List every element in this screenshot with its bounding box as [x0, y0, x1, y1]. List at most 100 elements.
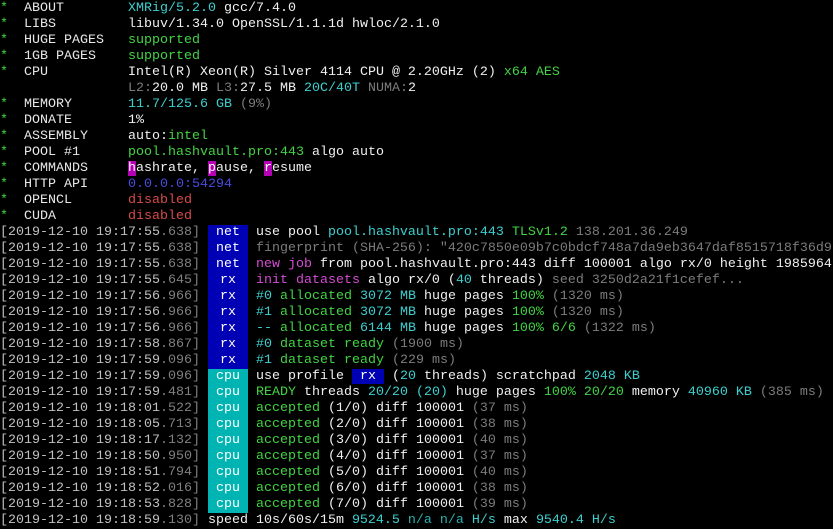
- header-label: POOL #1: [24, 145, 80, 160]
- log-timestamp-ms: .016]: [159, 481, 200, 496]
- log-message: (4/0) diff 100001: [319, 449, 464, 464]
- log-message: new job: [255, 257, 312, 272]
- log-message: accepted: [255, 481, 320, 496]
- header-value: XMRig/5.2.0: [128, 1, 216, 16]
- log-timestamp-ms: .522]: [159, 401, 200, 416]
- log-line: [2019-12-10 19:17:56.966] rx #0 allocated …: [0, 289, 833, 305]
- log-message: allocated: [271, 289, 360, 304]
- bullet-star-icon: *: [0, 177, 8, 192]
- header-line: * DONATE 1%: [0, 113, 833, 129]
- log-message: 3072 MB: [359, 289, 416, 304]
- log-timestamp-ms: .130]: [159, 513, 200, 528]
- bullet-star-icon: *: [0, 97, 8, 112]
- log-message: 2048 KB: [583, 369, 640, 384]
- header-value: L2:: [128, 81, 152, 96]
- log-message: (1322 ms): [575, 321, 656, 336]
- log-tag-badge: rx: [207, 321, 248, 337]
- header-label: CUDA: [24, 209, 56, 224]
- log-tag-badge: rx: [207, 337, 248, 353]
- log-message: 100%: [511, 305, 544, 320]
- log-message: (385 ms): [751, 385, 824, 400]
- log-message: allocated: [271, 305, 360, 320]
- log-timestamp: [2019-12-10 19:18:17: [0, 433, 160, 448]
- log-timestamp-ms: .132]: [159, 433, 200, 448]
- log-message: use pool: [255, 225, 328, 240]
- log-tag-badge: cpu: [207, 481, 248, 497]
- log-timestamp: [2019-12-10 19:17:56: [0, 289, 160, 304]
- log-message: accepted: [255, 449, 320, 464]
- log-timestamp: [2019-12-10 19:17:55: [0, 241, 160, 256]
- header-value: 27.5 MB: [240, 81, 304, 96]
- header-value: h: [128, 161, 136, 176]
- header-line: L2:20.0 MB L3:27.5 MB 20C/40T NUMA:2: [0, 81, 833, 97]
- log-message: n/a n/a: [399, 513, 464, 528]
- log-message: #0: [255, 289, 272, 304]
- log-message: (: [383, 369, 400, 384]
- header-label: HUGE PAGES: [24, 33, 104, 48]
- header-line: * COMMANDS hashrate, pause, resume: [0, 161, 833, 177]
- log-message: (38 ms): [463, 481, 528, 496]
- log-tag-badge: net: [207, 225, 248, 241]
- log-tag-badge: rx: [207, 273, 248, 289]
- log-message: (40 ms): [463, 433, 528, 448]
- log-message: (37 ms): [463, 449, 528, 464]
- log-timestamp: [2019-12-10 19:17:56: [0, 305, 160, 320]
- log-timestamp: [2019-12-10 19:17:55: [0, 225, 160, 240]
- log-timestamp: [2019-12-10 19:18:53: [0, 497, 160, 512]
- header-value: ause,: [215, 161, 264, 176]
- header-line: * OPENCL disabled: [0, 193, 833, 209]
- header-label: LIBS: [24, 17, 56, 32]
- log-message: huge pages: [415, 289, 512, 304]
- log-timestamp-ms: .966]: [159, 321, 200, 336]
- log-tag-badge: rx: [207, 353, 248, 369]
- header-value: auto:: [128, 129, 168, 144]
- header-line: * 1GB PAGES supported: [0, 49, 833, 65]
- log-message: accepted: [255, 417, 320, 432]
- log-tag-badge: cpu: [207, 449, 248, 465]
- log-line: [2019-12-10 19:17:59.481] cpu READY thread…: [0, 385, 833, 401]
- log-tag-badge: cpu: [207, 369, 248, 385]
- log-timestamp: [2019-12-10 19:18:01: [0, 401, 160, 416]
- log-message: init datasets: [255, 273, 360, 288]
- log-message: from pool.hashvault.pro:443 diff 100001 …: [311, 257, 832, 272]
- log-line: [2019-12-10 19:17:55.638] net fingerprint …: [0, 241, 833, 257]
- bullet-star-icon: *: [0, 193, 8, 208]
- log-timestamp: [2019-12-10 19:17:59: [0, 369, 160, 384]
- header-label: HTTP API: [24, 177, 88, 192]
- header-label: 1GB PAGES: [24, 49, 96, 64]
- header-value: 11.7/125.6 GB: [128, 97, 240, 112]
- log-message: algo rx/0 (: [359, 273, 456, 288]
- log-message: huge pages: [415, 305, 512, 320]
- log-line: [2019-12-10 19:17:56.966] rx #1 allocated …: [0, 305, 833, 321]
- log-timestamp-ms: .096]: [159, 353, 200, 368]
- log-message: (39 ms): [463, 497, 528, 512]
- log-message: threads) scratchpad: [415, 369, 584, 384]
- header-value: 2: [408, 81, 416, 96]
- log-timestamp-ms: .966]: [159, 289, 200, 304]
- log-message: 20: [399, 369, 416, 384]
- log-message: (1900 ms): [383, 337, 464, 352]
- log-message: seed 3250d2a21f1cefef...: [543, 273, 744, 288]
- log-message: pool.hashvault.pro:443: [327, 225, 512, 240]
- log-timestamp-ms: .645]: [159, 273, 200, 288]
- log-message: accepted: [255, 465, 320, 480]
- log-timestamp: [2019-12-10 19:17:59: [0, 385, 160, 400]
- header-line: * CPU Intel(R) Xeon(R) Silver 4114 CPU @ 2…: [0, 65, 833, 81]
- log-message: accepted: [255, 433, 320, 448]
- log-message: 9524.5: [351, 513, 400, 528]
- log-timestamp: [2019-12-10 19:18:51: [0, 465, 160, 480]
- log-line: [2019-12-10 19:17:55.638] net new job from…: [0, 257, 833, 273]
- log-message: (40 ms): [463, 465, 528, 480]
- log-message: fingerprint (SHA-256): "420c7850e09b7c0b…: [255, 241, 832, 256]
- header-value: (9%): [239, 97, 272, 112]
- bullet-star-icon: *: [0, 113, 8, 128]
- log-line: [2019-12-10 19:18:52.016] cpu accepted (6/…: [0, 481, 833, 497]
- header-value: esume: [271, 161, 312, 176]
- log-timestamp: [2019-12-10 19:18:52: [0, 481, 160, 496]
- log-message: 40: [455, 273, 472, 288]
- log-message: 6144 MB: [359, 321, 416, 336]
- header-line: * LIBS libuv/1.34.0 OpenSSL/1.1.1d hwloc/2…: [0, 17, 833, 33]
- header-value: 1%: [128, 113, 144, 128]
- header-value: p: [207, 161, 216, 176]
